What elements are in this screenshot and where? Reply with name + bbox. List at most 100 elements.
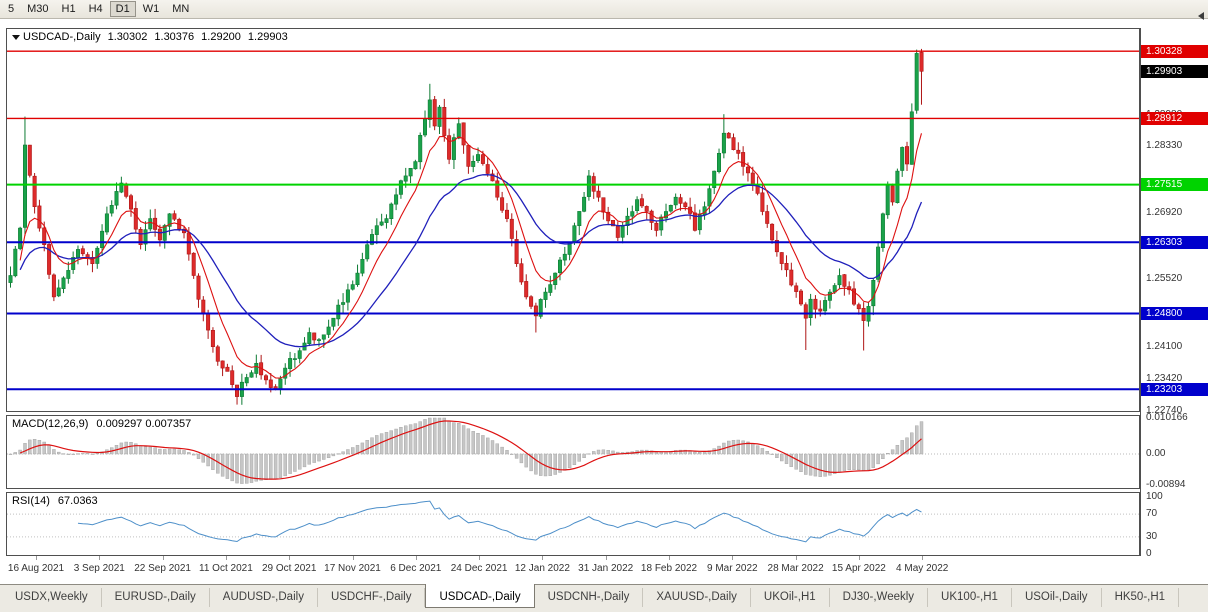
- rsi-scale-label: 0: [1146, 548, 1152, 559]
- date-label: 6 Dec 2021: [390, 563, 442, 574]
- date-tick: [99, 556, 101, 560]
- date-tick: [542, 556, 544, 560]
- date-label: 31 Jan 2022: [578, 563, 634, 574]
- price-axis-label: 1.26920: [1146, 206, 1183, 218]
- timeframe-button-w1[interactable]: W1: [142, 3, 160, 15]
- main-chart-panel[interactable]: USDCAD-,Daily 1.30302 1.30376 1.29200 1.…: [6, 28, 1140, 412]
- price-axis[interactable]: 1.289801.283301.269201.255201.241001.234…: [1140, 28, 1208, 559]
- tab-hk50-h1[interactable]: HK50-,H1: [1102, 588, 1180, 607]
- chart-title: USDCAD-,Daily 1.30302 1.30376 1.29200 1.…: [12, 31, 288, 43]
- macd-canvas: [7, 417, 1139, 484]
- rsi-scale-label: 100: [1146, 491, 1163, 502]
- tab-uk100-h1[interactable]: UK100-,H1: [928, 588, 1012, 607]
- date-tick: [352, 556, 354, 560]
- timeframe-button-5[interactable]: 5: [8, 3, 15, 15]
- current-price-badge: 1.29903: [1141, 64, 1208, 78]
- tab-dj30-weekly[interactable]: DJ30-,Weekly: [830, 588, 929, 607]
- date-label: 11 Oct 2021: [199, 563, 253, 574]
- tab-usdcad-daily[interactable]: USDCAD-,Daily: [425, 584, 535, 608]
- rsi-canvas: [7, 500, 1139, 543]
- timeframe-button-h1[interactable]: H1: [61, 3, 76, 15]
- date-label: 18 Feb 2022: [640, 563, 698, 574]
- price-chart-canvas: [7, 48, 1139, 405]
- rsi-scale-label: 70: [1146, 508, 1158, 520]
- date-axis[interactable]: 16 Aug 2021 3 Sep 2021 22 Sep 2021 11 Oct 2…: [6, 556, 1140, 582]
- date-label: 22 Sep 2021: [134, 563, 191, 574]
- ma-slow-line: [19, 174, 923, 348]
- chart-tab-bar: USDX,Weekly EURUSD-,Daily AUDUSD-,Daily USD…: [0, 584, 1208, 612]
- ma-fast-line: [19, 133, 923, 379]
- price-level-badge: 1.28912: [1141, 111, 1208, 125]
- tab-ukoil-h1[interactable]: UKOil-,H1: [751, 588, 830, 607]
- rsi-panel[interactable]: RSI(14) 67.0363: [6, 492, 1140, 556]
- date-tick: [922, 556, 924, 560]
- price-level-badge: 1.26303: [1141, 235, 1208, 249]
- date-tick: [162, 556, 164, 560]
- date-tick: [858, 556, 860, 560]
- price-axis-label: 1.23420: [1146, 373, 1183, 384]
- ohlc-close: 1.29903: [247, 31, 288, 43]
- date-label: 4 May 2022: [896, 563, 949, 574]
- price-level-badge: 1.24800: [1141, 307, 1208, 320]
- timeframe-button-mn[interactable]: MN: [172, 3, 190, 15]
- date-tick: [225, 556, 227, 560]
- price-level-badge: 1.30328: [1141, 44, 1208, 58]
- tab-usdx-weekly[interactable]: USDX,Weekly: [2, 588, 102, 607]
- chart-symbol-label: USDCAD-,Daily: [23, 31, 101, 43]
- date-tick: [36, 556, 37, 560]
- date-tick: [479, 556, 481, 560]
- macd-panel[interactable]: MACD(12,26,9) 0.009297 0.007357: [6, 415, 1140, 489]
- price-axis-label: 1.24100: [1146, 340, 1183, 352]
- price-axis-label: 1.25520: [1146, 273, 1183, 285]
- tab-eurusd-daily[interactable]: EURUSD-,Daily: [102, 588, 210, 607]
- candles: [8, 48, 924, 405]
- macd-scale-label: 0.00: [1146, 448, 1166, 459]
- date-tick: [795, 556, 797, 560]
- date-label: 9 Mar 2022: [707, 563, 758, 574]
- chevron-down-icon[interactable]: [12, 34, 20, 40]
- tab-usoil-daily[interactable]: USOil-,Daily: [1012, 588, 1102, 607]
- tab-scroll-left-icon[interactable]: [1198, 12, 1204, 20]
- tab-usdcnh-daily[interactable]: USDCNH-,Daily: [535, 588, 644, 607]
- date-label: 17 Nov 2021: [324, 563, 381, 574]
- date-tick: [605, 556, 607, 560]
- macd-header: MACD(12,26,9) 0.009297 0.007357: [12, 418, 191, 430]
- price-axis-label: 1.28330: [1146, 140, 1183, 151]
- price-level-badge: 1.23203: [1141, 382, 1208, 396]
- rsi-line: [77, 500, 922, 543]
- rsi-header: RSI(14) 67.0363: [12, 495, 98, 507]
- macd-histogram: [8, 417, 924, 484]
- macd-scale-label: -0.00894: [1146, 479, 1186, 491]
- date-label: 28 Mar 2022: [767, 563, 824, 574]
- ohlc-low: 1.29200: [201, 31, 241, 43]
- tab-xauusd-daily[interactable]: XAUUSD-,Daily: [643, 588, 751, 607]
- date-label: 3 Sep 2021: [73, 563, 125, 574]
- rsi-label: RSI(14): [12, 495, 50, 507]
- timeframe-button-h4[interactable]: H4: [88, 3, 103, 15]
- tab-audusd-daily[interactable]: AUDUSD-,Daily: [210, 588, 318, 607]
- timeframe-button-d1[interactable]: D1: [109, 1, 136, 17]
- date-label: 16 Aug 2021: [7, 563, 65, 574]
- date-tick: [289, 556, 291, 560]
- price-level-badge: 1.27515: [1141, 178, 1208, 192]
- date-tick: [669, 556, 670, 560]
- macd-signal-line: [19, 420, 922, 480]
- date-tick: [732, 556, 734, 560]
- tab-usdchf-daily[interactable]: USDCHF-,Daily: [318, 588, 426, 607]
- date-label: 24 Dec 2021: [450, 563, 508, 574]
- rsi-scale-label: 30: [1146, 530, 1158, 542]
- macd-scale-label: 0.010166: [1146, 412, 1188, 424]
- ohlc-open: 1.30302: [107, 31, 148, 43]
- rsi-value: 67.0363: [57, 495, 98, 507]
- level-lines: [7, 50, 1139, 391]
- date-tick: [415, 556, 417, 560]
- timeframe-toolbar: 5 M30 H1 H4 D1 W1 MN: [0, 0, 1208, 19]
- ohlc-high: 1.30376: [154, 31, 195, 43]
- macd-label: MACD(12,26,9): [12, 418, 89, 430]
- date-label: 29 Oct 2021: [261, 563, 317, 574]
- timeframe-button-m30[interactable]: M30: [27, 3, 49, 15]
- price-axis-label: 1.22740: [1146, 405, 1183, 417]
- macd-values: 0.009297 0.007357: [96, 418, 192, 430]
- date-label: 12 Jan 2022: [514, 563, 570, 574]
